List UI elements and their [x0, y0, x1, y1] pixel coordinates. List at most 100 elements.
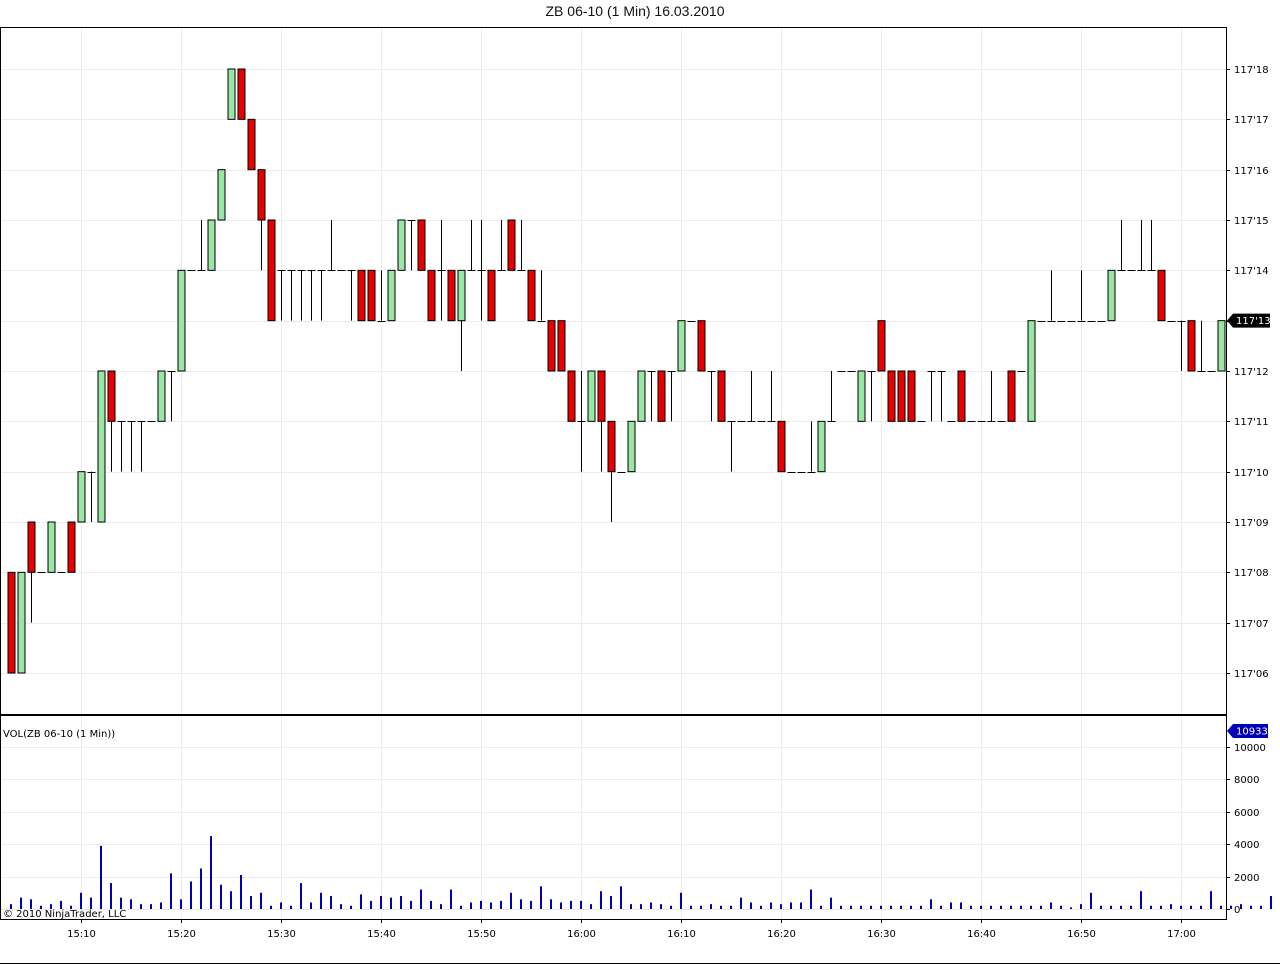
- time-tick-label: 15:10: [67, 929, 96, 940]
- volume-bar: [320, 892, 322, 909]
- down-candle-body: [487, 269, 496, 322]
- up-candle-body: [97, 370, 106, 523]
- price-tick-label: 117'18: [1234, 65, 1269, 76]
- volume-tick-label: 2000: [1234, 873, 1259, 884]
- volume-bar: [350, 905, 352, 909]
- volume-bar: [10, 904, 12, 909]
- volume-bar: [90, 897, 92, 909]
- up-candle-body: [207, 219, 216, 271]
- volume-tick-label: 10000: [1234, 743, 1266, 754]
- volume-bar: [50, 904, 52, 909]
- up-candle-body: [227, 68, 236, 120]
- volume-bar: [1010, 905, 1012, 909]
- volume-bar: [230, 891, 232, 909]
- volume-bar: [310, 902, 312, 909]
- volume-bar: [170, 873, 172, 909]
- up-candle-body: [217, 169, 226, 221]
- volume-tick-label: 6000: [1234, 808, 1259, 819]
- volume-panel-label: VOL(ZB 06-10 (1 Min)): [3, 729, 115, 740]
- volume-bar: [530, 900, 532, 909]
- volume-bar: [430, 900, 432, 909]
- down-candle-body: [907, 370, 916, 422]
- down-candle-body: [777, 420, 786, 473]
- up-candle-body: [677, 320, 686, 372]
- volume-bar: [400, 896, 402, 909]
- volume-bar: [1220, 905, 1222, 909]
- volume-bar: [140, 904, 142, 909]
- down-candle-body: [237, 68, 246, 120]
- down-candle-body: [247, 118, 256, 171]
- volume-bar: [1080, 904, 1082, 909]
- volume-bar: [130, 899, 132, 909]
- volume-bar: [600, 891, 602, 909]
- price-tick-label: 117'06: [1234, 669, 1269, 680]
- time-tick-label: 16:30: [867, 929, 896, 940]
- volume-bar: [840, 905, 842, 909]
- volume-tick-label: 4000: [1234, 840, 1259, 851]
- volume-bar: [1270, 896, 1272, 909]
- volume-bar: [480, 900, 482, 909]
- up-candle-body: [627, 420, 636, 473]
- volume-panel-frame: [0, 715, 1227, 920]
- down-candle-body: [887, 370, 896, 422]
- down-candle-body: [657, 370, 666, 422]
- grid-layer: [1, 28, 1226, 919]
- volume-bar: [450, 889, 452, 909]
- volume-bar: [990, 905, 992, 909]
- volume-bar: [620, 886, 622, 909]
- time-tick-label: 16:20: [767, 929, 796, 940]
- volume-bar: [980, 905, 982, 909]
- down-candle-body: [417, 219, 426, 271]
- volume-bar: [1260, 905, 1262, 909]
- time-tick-label: 16:10: [667, 929, 696, 940]
- volume-bar: [1050, 902, 1052, 909]
- up-candle-body: [1107, 269, 1116, 322]
- down-candle-body: [1157, 269, 1166, 322]
- volume-bar: [190, 881, 192, 909]
- volume-bar: [420, 889, 422, 909]
- price-tick-label: 117'17: [1234, 115, 1269, 126]
- volume-bar: [270, 905, 272, 909]
- down-candle-body: [897, 370, 906, 422]
- volume-bar: [1140, 891, 1142, 909]
- volume-bar: [1170, 904, 1172, 909]
- last-volume-label: 10933: [1236, 727, 1268, 738]
- down-candle-body: [527, 269, 536, 322]
- down-candle-body: [567, 370, 576, 422]
- volume-bar: [1090, 892, 1092, 909]
- volume-bar: [1150, 905, 1152, 909]
- down-candle-body: [67, 521, 76, 573]
- volume-bars: [10, 836, 1272, 909]
- down-candle-body: [27, 521, 36, 573]
- volume-bar: [520, 899, 522, 909]
- volume-bar: [1240, 904, 1242, 909]
- volume-bar: [550, 899, 552, 909]
- last-price-badge: [1227, 313, 1270, 328]
- volume-bar: [650, 902, 652, 909]
- volume-bar: [670, 905, 672, 909]
- volume-bar: [960, 902, 962, 909]
- price-tick-label: 117'12: [1234, 367, 1269, 378]
- volume-bar: [740, 897, 742, 909]
- volume-bar: [1250, 905, 1252, 909]
- up-candle-body: [157, 370, 166, 422]
- volume-bar: [460, 905, 462, 909]
- volume-bar: [800, 902, 802, 909]
- volume-bar: [860, 905, 862, 909]
- volume-bar: [640, 904, 642, 909]
- volume-bar: [370, 900, 372, 909]
- volume-bar: [160, 902, 162, 909]
- volume-bar: [20, 897, 22, 909]
- volume-bar: [30, 899, 32, 909]
- volume-bar: [870, 905, 872, 909]
- time-tick-label: 15:40: [367, 929, 396, 940]
- down-candle-body: [717, 370, 726, 422]
- volume-bar: [120, 897, 122, 909]
- up-candle-body: [177, 269, 186, 372]
- volume-bar: [770, 902, 772, 909]
- volume-bar: [880, 905, 882, 909]
- copyright-text: © 2010 NinjaTrader, LLC: [3, 909, 126, 920]
- volume-bar: [510, 892, 512, 909]
- chart-title: ZB 06-10 (1 Min) 16.03.2010: [545, 3, 725, 19]
